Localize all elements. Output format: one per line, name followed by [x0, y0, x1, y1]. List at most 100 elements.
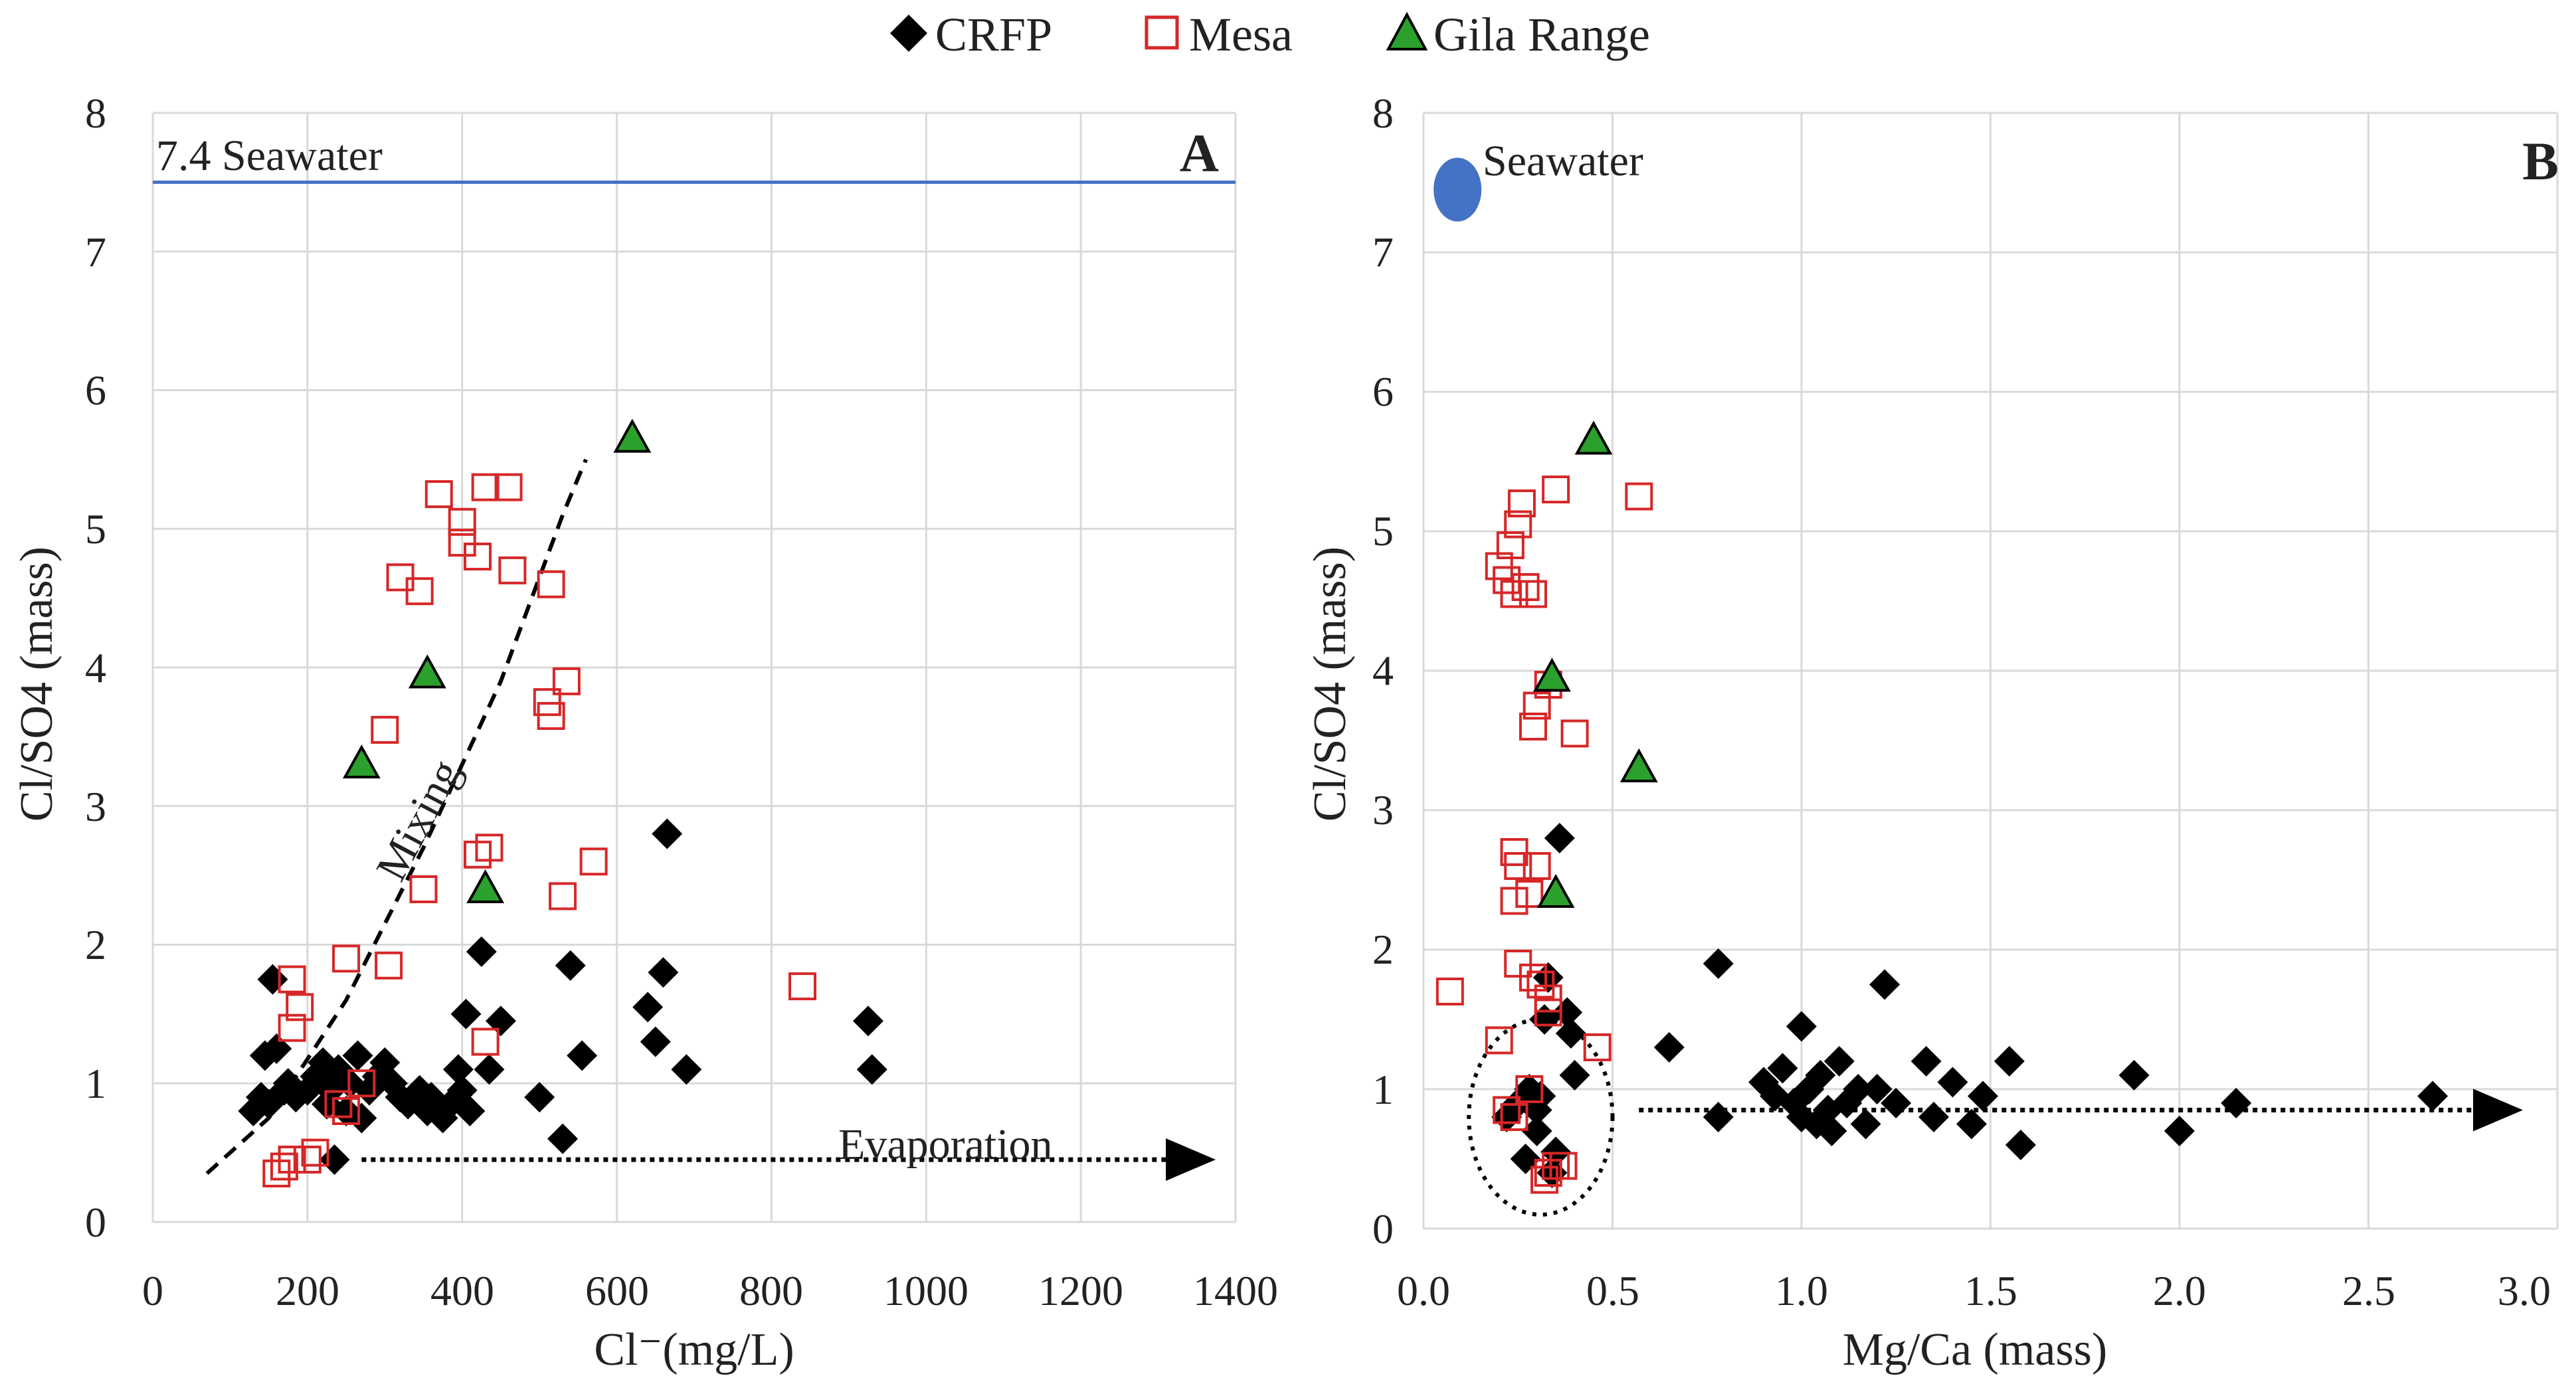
- panel-b-mesa-point-0: [1435, 978, 1464, 1005]
- panel-a-xtick-7: 1400: [1193, 1267, 1278, 1314]
- panel-a-mesa-point-5: [324, 1090, 353, 1118]
- panel-a-gila-point-2: [466, 869, 505, 903]
- panel-b-xtick-1: 0.5: [1586, 1267, 1639, 1314]
- panel-b-crfp-series: [1491, 823, 2448, 1188]
- panel-a-xtick-6: 1200: [1038, 1267, 1123, 1314]
- panel-a-mesa-point-13: [371, 715, 399, 744]
- panel-b-crfp-point-4: [1521, 1116, 1552, 1146]
- seawater-point-label: Seawater: [1483, 137, 1643, 185]
- legend-item-crfp: CRFP: [890, 8, 1052, 61]
- panel-b-mesa-point-1: [1485, 1026, 1513, 1055]
- panel-a-crfp-point-31: [442, 1054, 474, 1085]
- panel-a-crfp-point-34: [450, 998, 482, 1029]
- panel-b-mesa-point-25: [1625, 482, 1653, 511]
- panel-a-mesa-point-6: [332, 1097, 361, 1125]
- panel-b-crfp-point-35: [1918, 1102, 1950, 1132]
- panel-b-ytick-1: 1: [1372, 1066, 1394, 1113]
- seawater-reference-label: 7.4 Seawater: [156, 131, 383, 180]
- panel-b-mesa-point-24: [1542, 476, 1570, 503]
- panel-a-crfp-point-14: [319, 1144, 350, 1175]
- panel-b-xtick-2: 1.0: [1775, 1267, 1828, 1314]
- panel-a-crfp-point-45: [652, 818, 683, 849]
- panel-b-gila-point-0: [1533, 657, 1571, 692]
- panel-a-crfp-point-48: [856, 1054, 887, 1085]
- panel-a-mesa-point-30: [552, 667, 581, 695]
- panel-a-evaporation-arrowhead: [1166, 1138, 1216, 1181]
- legend-mesa-marker: [1145, 15, 1179, 50]
- panel-a-crfp-point-4: [257, 964, 288, 995]
- panel-b-crfp-point-46: [1760, 1081, 1791, 1112]
- panel-b-crfp-point-12: [1552, 997, 1583, 1028]
- panel-a-mesa-point-28: [537, 702, 565, 731]
- panel-a-mesa-point-25: [475, 833, 504, 862]
- panel-b-crfp-point-32: [1869, 969, 1900, 1000]
- panel-b-crfp-point-16: [1702, 1102, 1734, 1132]
- panel-b-crfp-point-27: [1823, 1046, 1855, 1077]
- panel-b-mesa-point-9: [1519, 580, 1548, 608]
- panel-b-ytick-0: 0: [1372, 1205, 1394, 1253]
- panel-b-mesa-point-15: [1522, 852, 1551, 880]
- panel-a-mesa-point-2: [278, 1146, 306, 1174]
- panel-a-crfp-point-39: [547, 1123, 579, 1154]
- panel-b-xtick-3: 1.5: [1964, 1267, 2017, 1314]
- panel-a-mesa-point-22: [494, 473, 523, 501]
- panel-b-mesa-point-28: [1500, 1103, 1528, 1131]
- panel-a-crfp-point-19: [346, 1102, 377, 1134]
- panel-b-ytick-labels: 0 1 2 3 4 5 6 7 8: [1372, 90, 1394, 1253]
- panel-b-mesa-point-14: [1515, 880, 1544, 908]
- panel-a-crfp-point-18: [342, 1040, 373, 1071]
- panel-b-gila-point-1: [1536, 873, 1575, 908]
- panel-a-letter: A: [1180, 123, 1219, 183]
- panel-b-mesa-point-27: [1493, 1096, 1521, 1124]
- panel-b-xtick-5: 2.5: [2342, 1267, 2395, 1314]
- panel-b-mesa-point-20: [1519, 964, 1548, 992]
- panel-a-ytick-1: 1: [85, 1060, 106, 1107]
- panel-b-mesa-point-30: [1534, 1159, 1562, 1187]
- panel-a-crfp-point-37: [485, 1005, 516, 1037]
- panel-b-gila-point-2: [1574, 420, 1613, 455]
- panel-a-gila-series: [342, 418, 652, 903]
- panel-a-mesa-point-3: [293, 1146, 322, 1174]
- panel-a: 0 1 2 3 4 5 6 7 8 0 200 400 600 800 1000…: [11, 90, 1278, 1375]
- legend-crfp-label: CRFP: [935, 8, 1052, 61]
- panel-b-mesa-point-29: [1515, 1075, 1544, 1103]
- panel-b-crfp-point-15: [1653, 1032, 1685, 1063]
- seawater-point: [1433, 157, 1482, 222]
- panel-b-crfp-point-22: [1786, 1011, 1817, 1042]
- panel-a-mesa-point-29: [537, 570, 565, 598]
- panel-a-mesa-point-4: [301, 1138, 329, 1167]
- panel-b-mesa-point-33: [1530, 1166, 1559, 1194]
- panel-b-xtick-6: 3.0: [2498, 1267, 2551, 1314]
- panel-a-crfp-point-41: [567, 1040, 598, 1071]
- panel-b-crfp-point-42: [2164, 1116, 2195, 1146]
- panel-a-crfp-point-33: [454, 1096, 486, 1126]
- panel-b-gila-point-3: [1619, 748, 1658, 782]
- panel-b-crfp-point-25: [1805, 1060, 1836, 1090]
- panel-b-crfp-point-44: [2417, 1081, 2448, 1112]
- panel-b-crfp-point-31: [1861, 1074, 1892, 1104]
- panel-b-mesa-series: [1435, 476, 1653, 1194]
- panel-b-gila-series: [1533, 420, 1658, 908]
- panel-a-gila-point-0: [342, 744, 381, 779]
- panel-a-ytick-4: 4: [85, 644, 106, 691]
- panel-b-crfp-point-39: [1993, 1046, 2025, 1077]
- panel-a-mesa-point-33: [788, 972, 816, 1001]
- panel-a-mesa-point-9: [278, 1013, 306, 1042]
- panel-b-crfp-point-37: [1956, 1108, 1987, 1140]
- panel-a-mesa-point-23: [498, 556, 527, 584]
- panel-a-xtick-2: 400: [430, 1267, 494, 1314]
- panel-a-ytick-5: 5: [85, 505, 106, 553]
- panel-a-xtick-1: 200: [276, 1267, 339, 1314]
- panel-a-mesa-point-31: [549, 882, 577, 911]
- legend-gila-marker: [1386, 11, 1428, 50]
- panel-a-crfp-point-15: [323, 1054, 354, 1085]
- panel-b-crfp-point-8: [1532, 962, 1564, 993]
- panel-b-crfp-point-7: [1529, 1004, 1560, 1035]
- panel-a-crfp-point-43: [640, 1026, 671, 1057]
- panel-a-mesa-point-12: [375, 951, 403, 980]
- panel-b-mesa-point-26: [1583, 1033, 1611, 1061]
- panel-a-xlabel: Cl⁻(mg/L): [594, 1324, 794, 1375]
- panel-b-ytick-6: 6: [1372, 368, 1394, 415]
- mixing-label: Mixing: [367, 752, 470, 889]
